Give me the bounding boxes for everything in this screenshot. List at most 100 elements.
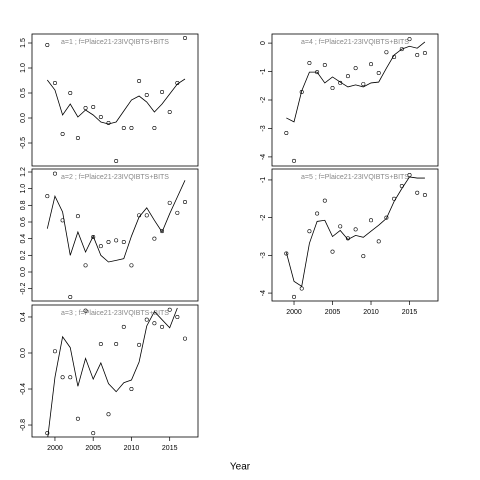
fit-line (46, 78, 186, 125)
data-point (83, 308, 88, 313)
panel-frame (271, 168, 439, 302)
data-point (182, 35, 187, 40)
y-tick-label: 0.6 (20, 217, 27, 227)
data-point (284, 131, 289, 136)
data-point (60, 132, 65, 137)
data-point (83, 106, 88, 111)
data-point (83, 263, 88, 268)
x-axis-label: Year (230, 462, 251, 473)
data-point (299, 90, 304, 95)
data-point (175, 210, 180, 215)
data-point (60, 375, 65, 380)
y-tick-label: -3 (260, 125, 267, 131)
data-point (361, 82, 366, 87)
data-point (121, 240, 126, 245)
data-point (182, 200, 187, 205)
data-point (106, 240, 111, 245)
data-point (422, 51, 427, 56)
data-point (369, 218, 374, 223)
data-point (45, 431, 50, 436)
y-tick-label: 0.5 (20, 88, 27, 98)
data-point (144, 213, 149, 218)
data-point (384, 50, 389, 55)
plot-area (45, 307, 187, 437)
data-point (75, 214, 80, 219)
data-point (98, 115, 103, 120)
data-point (307, 229, 312, 234)
y-tick-label: -0.5 (20, 137, 27, 149)
data-point (129, 126, 134, 131)
y-tick-label: -3 (260, 252, 267, 258)
panel-title: a=3 ; f=Plaice21-23IVQIBTS+BITS (61, 310, 169, 317)
data-point (129, 387, 134, 392)
data-point (345, 74, 350, 79)
data-point (369, 62, 374, 67)
data-point (152, 321, 157, 326)
data-point (129, 263, 134, 268)
y-tick-label: 0 (260, 41, 267, 45)
data-point (407, 173, 412, 178)
data-point (68, 294, 73, 299)
data-point (376, 70, 381, 75)
panel-title: a=5 ; f=Plaice21-23IVQIBTS+BITS (301, 174, 409, 181)
data-point (52, 81, 57, 86)
data-point (144, 317, 149, 322)
data-point (307, 61, 312, 66)
y-tick-label: -0.4 (20, 383, 27, 395)
data-point (91, 105, 96, 110)
panel-title: a=4 ; f=Plaice21-23IVQIBTS+BITS (301, 39, 409, 46)
y-tick-label: 1.0 (20, 184, 27, 194)
data-point (392, 55, 397, 60)
x-tick-label: 2000 (47, 445, 63, 452)
panel-frame (31, 304, 199, 438)
data-point (299, 286, 304, 291)
plot-area (45, 35, 187, 164)
data-point (175, 81, 180, 86)
y-tick-label: 0.8 (20, 200, 27, 210)
data-point (137, 213, 142, 218)
data-point (315, 70, 320, 75)
data-point (106, 121, 111, 126)
data-point (175, 314, 180, 319)
data-point (345, 236, 350, 241)
data-point (152, 126, 157, 131)
fit-line (286, 41, 426, 123)
data-point (137, 342, 142, 347)
y-tick-label: -2 (260, 97, 267, 103)
y-tick-label: 0.0 (20, 348, 27, 358)
data-point (353, 66, 358, 71)
y-tick-label: 0.4 (20, 234, 27, 244)
x-tick-label: 2010 (363, 309, 379, 316)
x-tick-label: 2015 (402, 309, 418, 316)
data-point (114, 341, 119, 346)
y-tick-label: 0.4 (20, 312, 27, 322)
data-point (415, 190, 420, 195)
y-tick-label: 1.5 (20, 38, 27, 48)
fit-line (47, 307, 178, 437)
data-point (137, 79, 142, 84)
y-tick-label: -4 (260, 154, 267, 160)
data-point (376, 239, 381, 244)
data-point (182, 336, 187, 341)
y-tick-label: -0.8 (20, 419, 27, 431)
data-point (121, 324, 126, 329)
data-point (114, 238, 119, 243)
plot-area (45, 171, 187, 299)
y-tick-label: 0.2 (20, 250, 27, 260)
data-point (45, 194, 50, 199)
data-point (399, 183, 404, 188)
data-point (167, 200, 172, 205)
data-point (353, 227, 358, 232)
data-point (315, 211, 320, 216)
data-point (68, 375, 73, 380)
panel-title: a=2 ; f=Plaice21-23IVQIBTS+BITS (61, 174, 169, 181)
data-point (106, 412, 111, 417)
y-tick-label: -4 (260, 290, 267, 296)
data-point (284, 251, 289, 256)
data-point (415, 53, 420, 58)
data-point (167, 110, 172, 115)
data-point (399, 47, 404, 52)
data-point (144, 93, 149, 98)
data-point (60, 218, 65, 223)
